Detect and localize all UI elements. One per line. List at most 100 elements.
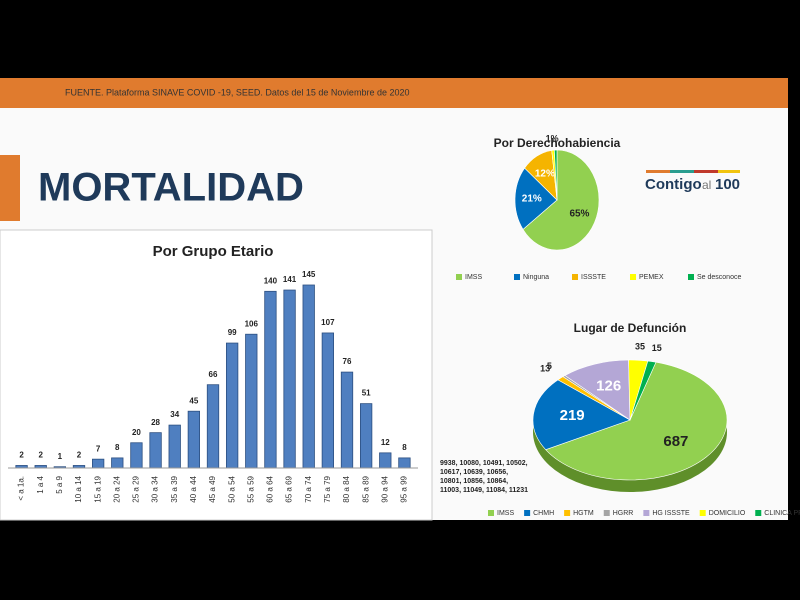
bar bbox=[379, 452, 392, 469]
legend-label: CLINICA PRIVADA bbox=[764, 510, 800, 517]
x-tick-label: 25 a 29 bbox=[132, 475, 141, 502]
x-tick-label: 60 a 64 bbox=[266, 475, 275, 502]
data-label: 2 bbox=[38, 451, 43, 460]
legend-swatch bbox=[524, 510, 531, 516]
data-label: 34 bbox=[170, 410, 179, 419]
pie-slice bbox=[514, 167, 558, 230]
bar bbox=[206, 384, 220, 469]
pie-slice bbox=[564, 359, 631, 421]
x-tick-label: 50 a 54 bbox=[227, 475, 236, 502]
x-tick-label: 30 a 34 bbox=[151, 475, 160, 502]
header-band bbox=[0, 78, 788, 108]
legend-swatch bbox=[514, 274, 520, 280]
data-label: 15 bbox=[652, 343, 662, 353]
x-tick-label: 40 a 44 bbox=[189, 475, 198, 502]
x-tick-label: 10 a 14 bbox=[74, 475, 83, 502]
legend-label: CHMH bbox=[533, 510, 554, 517]
bar bbox=[340, 371, 354, 469]
legend-swatch bbox=[699, 510, 706, 516]
bar bbox=[92, 458, 105, 469]
chart-title: Lugar de Defunción bbox=[574, 321, 687, 335]
legend-label: HGTM bbox=[573, 510, 594, 517]
data-label: 145 bbox=[302, 270, 316, 279]
pie-slice bbox=[545, 361, 728, 481]
legend-swatch bbox=[755, 510, 762, 516]
x-tick-label: 75 a 79 bbox=[323, 475, 332, 502]
legend-label: HGRR bbox=[613, 510, 634, 517]
x-tick-label: < a 1a. bbox=[17, 476, 26, 501]
annotation: 10617, 10639, 10656, bbox=[440, 469, 508, 476]
data-label: 35 bbox=[635, 341, 645, 351]
legend-label: Ninguna bbox=[523, 274, 549, 281]
x-tick-label: 70 a 74 bbox=[304, 475, 313, 502]
data-label: 2 bbox=[77, 451, 82, 460]
legend-label: DOMICILIO bbox=[709, 510, 746, 517]
chart-title: Por Grupo Etario bbox=[153, 243, 274, 260]
pie-slice bbox=[532, 379, 631, 451]
x-tick-label: 95 a 99 bbox=[400, 475, 409, 502]
legend-label: PEMEX bbox=[639, 274, 664, 281]
annotation: 11003, 11049, 11084, 11231 bbox=[440, 487, 528, 494]
legend-swatch bbox=[630, 274, 636, 280]
pie-slice bbox=[629, 360, 657, 421]
data-label: 8 bbox=[115, 443, 120, 452]
data-label: 66 bbox=[209, 370, 218, 379]
data-label: 45 bbox=[189, 396, 198, 405]
data-label: 13 bbox=[540, 363, 550, 373]
logo-stripe bbox=[694, 170, 718, 173]
data-label: 28 bbox=[151, 418, 160, 427]
logo-stripe bbox=[646, 170, 670, 173]
bar bbox=[321, 332, 335, 469]
data-label: 8 bbox=[402, 443, 407, 452]
data-label: 140 bbox=[264, 276, 278, 285]
data-label: 687 bbox=[663, 433, 688, 450]
annotation: 10801, 10856, 10864, bbox=[440, 478, 508, 485]
legend-swatch bbox=[603, 510, 610, 516]
source: FUENTE. Plataforma SINAVE COVID -19, SEE… bbox=[65, 87, 409, 97]
x-tick-label: 65 a 69 bbox=[285, 475, 294, 502]
legend-swatch bbox=[688, 274, 694, 280]
x-tick-label: 55 a 59 bbox=[246, 475, 255, 502]
bar-panel bbox=[0, 229, 433, 521]
legend-swatch bbox=[643, 510, 650, 516]
data-label: 12 bbox=[381, 438, 390, 447]
pie-slice bbox=[554, 149, 558, 201]
data-label: 141 bbox=[283, 275, 297, 284]
legend-swatch bbox=[456, 274, 462, 280]
bar bbox=[130, 442, 143, 469]
data-label: 99 bbox=[228, 328, 237, 337]
data-label: 51 bbox=[362, 389, 371, 398]
bar bbox=[187, 410, 201, 469]
legend-swatch bbox=[488, 510, 494, 516]
logo: Contigo al 100 bbox=[645, 170, 740, 193]
annotation: 9938, 10080, 10491, 10502, bbox=[440, 460, 528, 467]
data-label: 12% bbox=[535, 168, 555, 179]
data-label: 2 bbox=[19, 451, 24, 460]
bar bbox=[245, 333, 258, 469]
data-label: 106 bbox=[245, 319, 259, 328]
data-label: 7 bbox=[96, 444, 101, 453]
bar bbox=[264, 290, 277, 469]
legend-swatch bbox=[564, 510, 571, 516]
pie-slice bbox=[522, 149, 600, 251]
bar bbox=[398, 457, 411, 469]
bar bbox=[149, 432, 162, 469]
logo-text: al bbox=[702, 178, 711, 192]
bar bbox=[168, 424, 181, 469]
page-title: MORTALIDAD bbox=[38, 166, 304, 210]
bar bbox=[111, 457, 124, 469]
chart-title: Por Derechohabiencia bbox=[494, 136, 621, 150]
x-tick-label: 45 a 49 bbox=[208, 475, 217, 502]
legend-label: ISSSTE bbox=[581, 274, 606, 281]
data-label: 20 bbox=[132, 428, 141, 437]
data-label: 65% bbox=[569, 208, 589, 219]
x-tick-label: 90 a 94 bbox=[380, 475, 389, 502]
data-label: 1 bbox=[58, 452, 63, 461]
data-label: 21% bbox=[522, 194, 542, 205]
x-tick-label: 5 a 9 bbox=[55, 475, 64, 493]
title-accent bbox=[0, 155, 20, 221]
logo-text: 100 bbox=[715, 176, 740, 193]
data-label: 126 bbox=[596, 377, 621, 394]
